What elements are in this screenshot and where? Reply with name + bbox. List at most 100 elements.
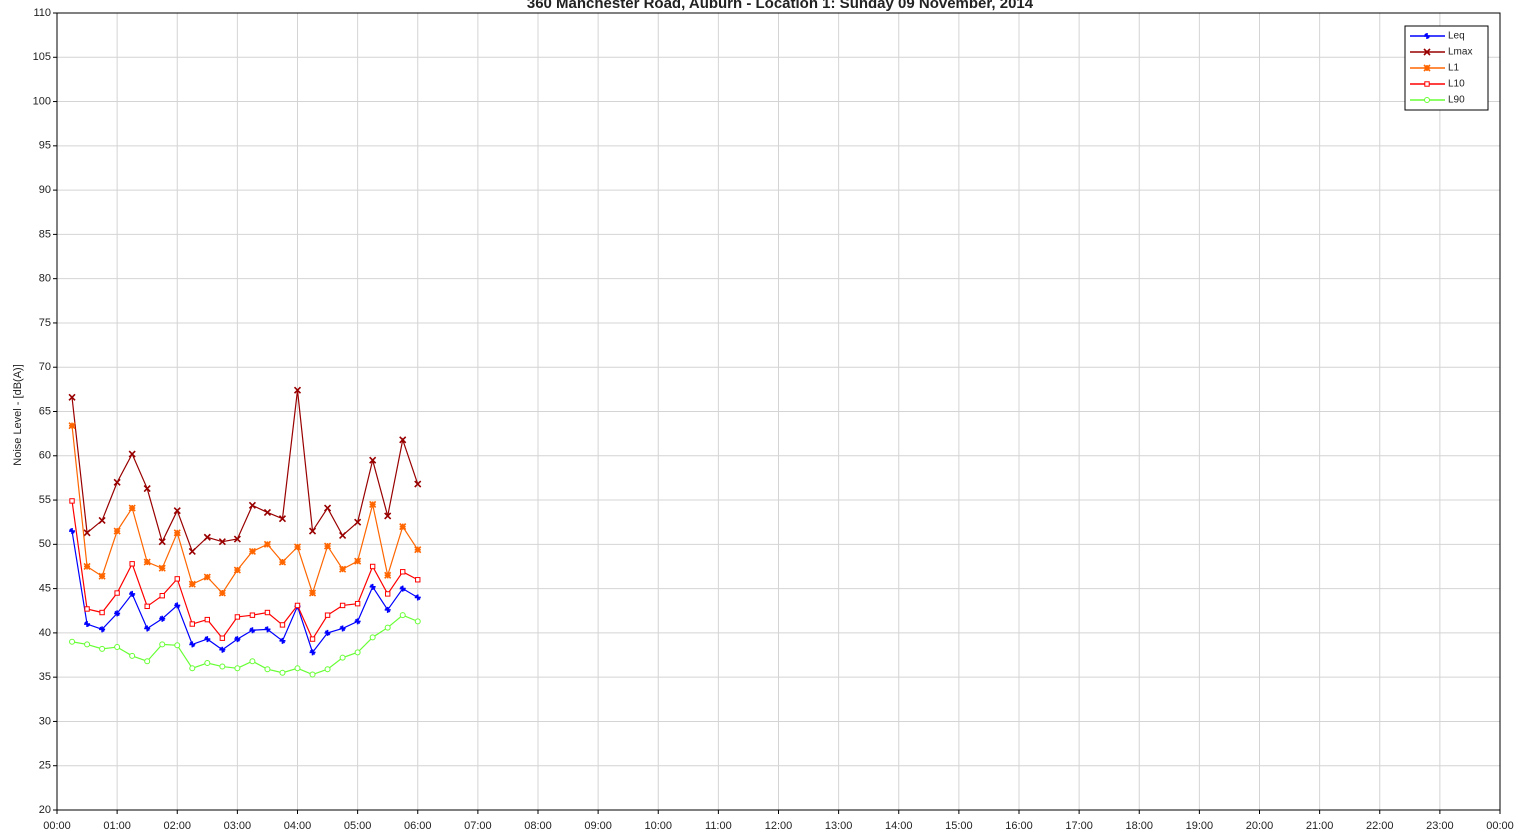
marker bbox=[339, 531, 347, 540]
marker bbox=[414, 480, 422, 488]
marker bbox=[69, 498, 75, 504]
marker bbox=[308, 527, 317, 535]
y-tick-label: 55 bbox=[39, 494, 51, 506]
marker bbox=[83, 529, 91, 537]
marker bbox=[279, 622, 286, 628]
x-tick-label: 14:00 bbox=[885, 820, 913, 832]
marker bbox=[203, 533, 211, 541]
y-tick-label: 95 bbox=[39, 140, 51, 152]
plot-frame bbox=[56, 12, 1501, 811]
marker bbox=[203, 573, 211, 581]
y-axis-label: Noise Level - [dB(A)] bbox=[12, 364, 24, 465]
marker bbox=[399, 612, 406, 619]
x-tick-label: 15:00 bbox=[945, 820, 973, 832]
y-tick-label: 30 bbox=[39, 715, 51, 727]
marker bbox=[188, 547, 196, 555]
marker bbox=[144, 658, 151, 665]
y-tick-label: 75 bbox=[39, 317, 51, 329]
y-tick-label: 60 bbox=[39, 450, 51, 462]
marker bbox=[369, 456, 377, 464]
marker bbox=[323, 542, 332, 550]
marker bbox=[204, 636, 211, 643]
marker bbox=[339, 654, 346, 661]
marker bbox=[114, 610, 121, 617]
marker bbox=[249, 658, 256, 665]
series-line bbox=[71, 390, 419, 553]
marker bbox=[84, 621, 91, 628]
marker bbox=[294, 602, 301, 609]
marker bbox=[354, 649, 361, 656]
marker bbox=[249, 627, 256, 634]
marker bbox=[143, 558, 151, 566]
marker bbox=[69, 528, 76, 535]
marker bbox=[384, 512, 392, 520]
marker bbox=[414, 546, 422, 554]
marker bbox=[354, 618, 361, 625]
x-tick-label: 04:00 bbox=[284, 820, 312, 832]
series-line bbox=[71, 530, 419, 654]
marker bbox=[113, 478, 121, 486]
y-tick-label: 105 bbox=[33, 51, 51, 63]
x-tick-label: 09:00 bbox=[584, 820, 612, 832]
y-tick-label: 40 bbox=[39, 627, 51, 639]
marker bbox=[1424, 81, 1430, 87]
chart-title: 360 Manchester Road, Auburn - Location 1… bbox=[527, 0, 1034, 12]
marker bbox=[264, 666, 271, 673]
marker bbox=[264, 626, 271, 633]
marker bbox=[69, 638, 76, 645]
marker bbox=[309, 636, 316, 642]
marker bbox=[189, 621, 195, 627]
x-tick-label: 23:00 bbox=[1426, 820, 1454, 832]
marker bbox=[129, 590, 136, 597]
legend-label: L1 bbox=[1448, 63, 1460, 74]
marker bbox=[99, 609, 105, 616]
x-tick-label: 06:00 bbox=[404, 820, 432, 832]
marker bbox=[324, 629, 331, 636]
marker bbox=[1424, 97, 1430, 103]
marker bbox=[1423, 64, 1431, 72]
marker bbox=[174, 642, 181, 649]
marker bbox=[99, 626, 106, 633]
marker bbox=[159, 641, 166, 648]
marker bbox=[234, 665, 241, 672]
marker bbox=[293, 386, 302, 394]
marker bbox=[218, 538, 226, 546]
marker bbox=[84, 641, 91, 648]
marker bbox=[263, 540, 272, 548]
series-line bbox=[71, 614, 418, 676]
marker bbox=[98, 572, 106, 580]
marker bbox=[369, 563, 376, 570]
x-tick-label: 16:00 bbox=[1005, 820, 1033, 832]
marker bbox=[218, 589, 226, 597]
series-line bbox=[71, 425, 419, 595]
marker bbox=[173, 529, 181, 537]
marker bbox=[294, 665, 301, 672]
marker bbox=[128, 450, 136, 458]
marker bbox=[233, 566, 241, 574]
y-tick-label: 85 bbox=[39, 228, 51, 240]
y-tick-label: 100 bbox=[33, 95, 51, 107]
marker bbox=[189, 665, 196, 672]
marker bbox=[219, 646, 226, 653]
marker bbox=[264, 609, 271, 616]
y-tick-label: 45 bbox=[39, 583, 51, 595]
marker bbox=[189, 641, 196, 648]
marker bbox=[263, 508, 272, 517]
y-tick-label: 20 bbox=[39, 804, 51, 816]
marker bbox=[128, 504, 136, 512]
marker bbox=[174, 576, 180, 582]
marker bbox=[1423, 48, 1431, 56]
marker bbox=[114, 590, 120, 596]
marker bbox=[309, 671, 316, 678]
marker bbox=[68, 393, 76, 401]
legend-label: L90 bbox=[1448, 95, 1465, 106]
x-tick-label: 00:00 bbox=[1486, 820, 1514, 832]
marker bbox=[233, 535, 241, 543]
x-tick-label: 08:00 bbox=[524, 820, 552, 832]
y-tick-label: 90 bbox=[39, 184, 51, 196]
y-tick-label: 65 bbox=[39, 405, 51, 417]
marker bbox=[159, 592, 165, 599]
marker bbox=[248, 547, 256, 555]
x-tick-label: 10:00 bbox=[644, 820, 672, 832]
